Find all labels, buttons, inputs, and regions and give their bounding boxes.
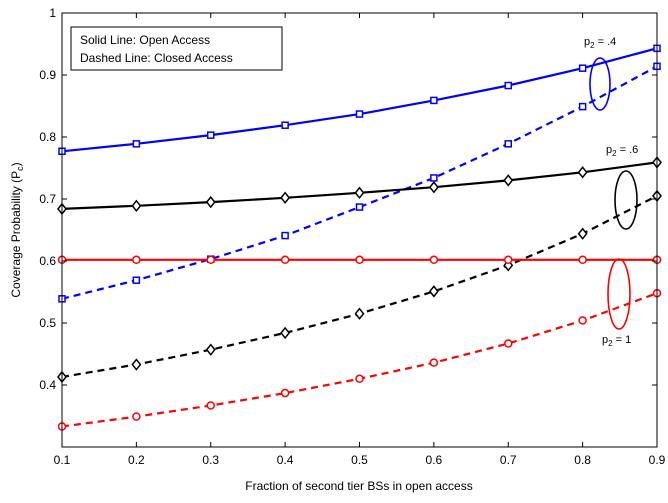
- data-point-circle: [429, 255, 439, 265]
- data-point-square: [355, 110, 364, 118]
- annotation-p2-1-sub: 2: [608, 339, 613, 348]
- legend-box: Solid Line: Open Access Dashed Line: Clo…: [70, 26, 283, 71]
- annotation-p2-06-sub: 2: [612, 149, 617, 158]
- series-line: [61, 161, 658, 210]
- series-p21-open: [57, 255, 662, 265]
- data-point-circle: [132, 255, 141, 265]
- data-point-square: [430, 96, 438, 105]
- data-point-diamond: [280, 191, 291, 204]
- data-point-diamond: [205, 195, 216, 209]
- y-tick-label: 0.6: [39, 254, 56, 268]
- data-point-circle: [206, 255, 215, 265]
- series-line: [61, 194, 658, 378]
- series-p24-open: [58, 44, 661, 156]
- data-point-square: [578, 102, 587, 111]
- data-point-diamond: [354, 307, 365, 320]
- y-tick-label: 0.4: [39, 378, 56, 392]
- data-point-circle: [578, 255, 587, 265]
- series-p21-closed: [57, 288, 662, 431]
- data-point-square: [430, 174, 438, 182]
- data-point-diamond: [131, 199, 142, 213]
- data-point-diamond: [131, 358, 142, 371]
- data-point-circle: [504, 255, 513, 265]
- y-axis-label-end: ): [9, 162, 23, 166]
- data-point-diamond: [428, 285, 439, 298]
- annotation-label-p2-1: p2 = 1: [602, 334, 631, 348]
- data-point-circle: [132, 412, 141, 421]
- legend-line-2: Dashed Line: Closed Access: [80, 51, 233, 65]
- series-line: [61, 65, 658, 300]
- data-point-diamond: [280, 326, 291, 340]
- data-point-square: [504, 140, 512, 148]
- y-tick-label: 0.7: [39, 192, 56, 206]
- axis-ticks: 0.1 0.2 0.3 0.4 0.5 0.6 0.7 0.8 0.9 0.4 0.5 0.6 0.7 0…: [39, 6, 665, 467]
- annotation-p2-1-value: = 1: [613, 334, 632, 346]
- annotation-p2-1: p2 = 1: [602, 258, 631, 348]
- data-point-circle: [429, 358, 439, 367]
- y-tick-label: 0.5: [39, 316, 56, 330]
- annotation-p2-04: p2 = .4: [584, 36, 616, 111]
- x-tick-label: 0.2: [128, 453, 145, 467]
- data-point-circle: [504, 339, 513, 348]
- data-point-square: [281, 231, 289, 240]
- annotation-ellipse-p2-06: [614, 170, 638, 230]
- x-tick-label: 0.6: [426, 453, 443, 467]
- y-axis-label: Coverage Probability (Pc): [9, 162, 25, 297]
- data-point-diamond: [205, 343, 216, 356]
- data-point-circle: [280, 255, 290, 265]
- series-p26-closed: [57, 189, 662, 384]
- series-p24-closed: [58, 62, 661, 303]
- data-point-square: [281, 121, 289, 129]
- data-point-square: [132, 276, 141, 284]
- y-axis-label-sub: c: [15, 166, 25, 171]
- data-point-circle: [355, 374, 364, 384]
- data-point-circle: [206, 401, 215, 410]
- plot-layer: [57, 44, 662, 431]
- x-tick-label: 0.9: [649, 453, 666, 467]
- x-tick-label: 0.7: [500, 453, 517, 467]
- y-tick-label: 1: [49, 6, 56, 20]
- annotation-ellipse-p2-04: [589, 57, 611, 111]
- annotation-p2-06-value: = .6: [617, 144, 639, 156]
- data-point-square: [504, 81, 512, 90]
- annotation-label-p2-06: p2 = .6: [606, 144, 638, 158]
- annotation-p2-04-value: = .4: [595, 36, 617, 48]
- annotation-p2-04-sub: 2: [590, 41, 595, 50]
- data-point-diamond: [428, 181, 439, 194]
- annotation-p2-1-base: p: [602, 334, 608, 346]
- x-tick-label: 0.3: [202, 453, 219, 467]
- y-tick-label: 0.8: [39, 130, 56, 144]
- x-tick-label: 0.1: [54, 453, 71, 467]
- data-point-diamond: [354, 186, 365, 200]
- data-point-diamond: [577, 227, 588, 240]
- data-point-circle: [578, 316, 587, 325]
- data-point-diamond: [577, 166, 588, 179]
- y-tick-label: 0.9: [39, 68, 56, 82]
- data-point-diamond: [503, 174, 514, 187]
- annotation-p2-04-base: p: [584, 36, 590, 48]
- y-axis-label-base: Coverage Probability (P: [9, 171, 23, 298]
- x-tick-label: 0.8: [574, 453, 591, 467]
- legend-line-1: Solid Line: Open Access: [80, 33, 210, 47]
- annotation-ellipse-p2-1: [607, 258, 631, 330]
- x-tick-label: 0.4: [277, 453, 294, 467]
- data-point-square: [207, 131, 215, 139]
- data-point-square: [132, 140, 141, 148]
- x-tick-label: 0.5: [351, 453, 368, 467]
- data-point-square: [578, 64, 587, 72]
- legend-frame: [70, 26, 283, 71]
- data-point-circle: [280, 388, 290, 398]
- annotation-p2-06: p2 = .6: [606, 144, 638, 230]
- data-point-square: [355, 203, 364, 211]
- data-point-circle: [355, 255, 364, 265]
- x-axis-label: Fraction of second tier BSs in open acce…: [245, 479, 472, 493]
- annotation-label-p2-04: p2 = .4: [584, 36, 616, 50]
- annotation-p2-06-base: p: [606, 144, 612, 156]
